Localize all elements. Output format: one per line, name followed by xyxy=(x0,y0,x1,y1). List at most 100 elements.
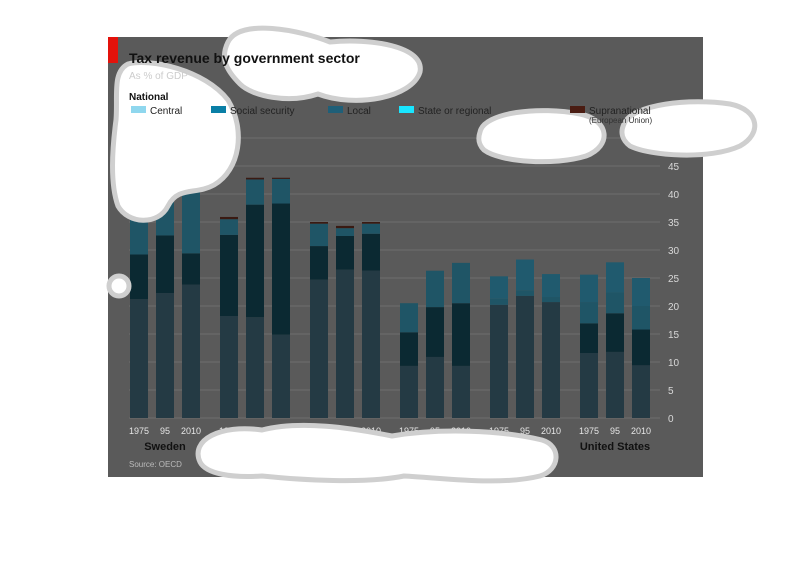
bar-segment xyxy=(310,246,328,280)
legend-label-local: Local xyxy=(347,106,371,117)
group-label: United States xyxy=(580,441,650,453)
bar-segment xyxy=(606,292,624,314)
bar-segment xyxy=(632,278,650,306)
x-tick-label: 1975 xyxy=(579,426,599,436)
bar-segment xyxy=(516,290,534,296)
y-tick-label: 10 xyxy=(668,358,680,369)
bar-segment xyxy=(272,178,290,204)
chart-subtitle: As % of GDP xyxy=(129,71,188,82)
overlay-blob-mid-right xyxy=(476,108,607,165)
bar-segment xyxy=(542,274,560,298)
bar-segment xyxy=(606,262,624,293)
overlay-blob-right xyxy=(619,99,758,158)
y-tick-label: 15 xyxy=(668,330,680,341)
y-tick-label: 45 xyxy=(668,162,680,173)
bar-segment xyxy=(220,219,238,235)
bar-segment xyxy=(452,365,470,418)
legend-swatch-central xyxy=(131,106,146,113)
x-tick-label: 95 xyxy=(160,426,170,436)
bar-segment xyxy=(246,317,264,418)
bar-segment xyxy=(632,306,650,330)
bar-segment xyxy=(182,183,200,254)
overlay-blob-bottom xyxy=(195,422,559,484)
y-tick-label: 30 xyxy=(668,246,680,257)
bar-segment xyxy=(220,316,238,418)
bar-segment xyxy=(336,228,354,236)
bar-segment xyxy=(426,307,444,357)
bar-segment xyxy=(400,332,418,366)
bar-segment xyxy=(272,334,290,418)
legend-label-state-regional: State or regional xyxy=(418,106,492,117)
y-tick-label: 35 xyxy=(668,218,680,229)
bar-segment xyxy=(516,259,534,291)
x-tick-label: 95 xyxy=(610,426,620,436)
y-tick-label: 25 xyxy=(668,274,680,285)
y-tick-label: 0 xyxy=(668,414,674,425)
bar-segment xyxy=(362,270,380,418)
bar-segment xyxy=(542,302,560,418)
bar-segment xyxy=(246,179,264,205)
legend-swatch-state-regional xyxy=(399,106,414,113)
bar-segment xyxy=(130,215,148,255)
bar-segment xyxy=(580,353,598,418)
bar-segment xyxy=(336,236,354,270)
x-tick-label: 95 xyxy=(520,426,530,436)
bar-segment xyxy=(516,295,534,418)
overlay-blob-dot xyxy=(106,273,132,299)
x-tick-label: 2010 xyxy=(541,426,561,436)
bar-segment xyxy=(336,225,354,229)
bar-segment xyxy=(580,323,598,354)
bars xyxy=(130,150,650,418)
bar-segment xyxy=(246,204,264,318)
bar-segment xyxy=(310,222,328,224)
y-tick-label: 5 xyxy=(668,386,674,397)
bar-segment xyxy=(632,365,650,418)
bar-segment xyxy=(606,351,624,418)
legend-heading: National xyxy=(129,92,169,103)
bar-segment xyxy=(362,223,380,234)
bar-segment xyxy=(220,216,238,220)
x-tick-label: 2010 xyxy=(181,426,201,436)
bar-segment xyxy=(580,302,598,324)
brand-accent-bar xyxy=(108,37,118,63)
legend-label-central: Central xyxy=(150,106,183,117)
legend-item-local: Local xyxy=(328,106,371,117)
legend-label-supranational: Supranational xyxy=(589,106,651,117)
y-tick-label: 20 xyxy=(668,302,680,313)
bar-segment xyxy=(452,303,470,366)
bar-segment xyxy=(362,233,380,271)
bar-segment xyxy=(246,177,264,180)
bar-segment xyxy=(272,203,290,335)
bar-segment xyxy=(130,254,148,300)
bar-segment xyxy=(426,356,444,418)
bar-segment xyxy=(490,304,508,418)
bar-segment xyxy=(130,299,148,418)
bar-segment xyxy=(362,222,380,224)
x-tick-label: 2010 xyxy=(631,426,651,436)
source-note: Source: OECD xyxy=(129,460,182,469)
legend-swatch-supranational xyxy=(570,106,585,113)
legend-label-social-security: Social security xyxy=(230,106,295,117)
bar-segment xyxy=(336,269,354,418)
legend-sublabel-supranational: (European Union) xyxy=(589,116,653,125)
bar-segment xyxy=(310,223,328,247)
y-tick-label: 40 xyxy=(668,190,680,201)
bar-segment xyxy=(490,276,508,299)
bar-segment xyxy=(400,365,418,418)
bar-segment xyxy=(400,303,418,333)
bar-segment xyxy=(632,329,650,366)
bar-segment xyxy=(272,177,290,179)
bar-segment xyxy=(156,235,174,294)
bar-segment xyxy=(156,293,174,418)
x-tick-label: 1975 xyxy=(399,426,419,436)
bar-segment xyxy=(426,270,444,308)
overlay-blob-top xyxy=(222,25,423,103)
legend-item-central: Central xyxy=(131,106,182,117)
bar-segment xyxy=(606,313,624,352)
group-label: Sweden xyxy=(144,441,186,453)
overlay-blob-left xyxy=(110,60,241,223)
legend-item-social-security: Social security xyxy=(211,106,294,117)
bar-segment xyxy=(580,274,598,303)
legend-item-supranational: Supranational (European Union) xyxy=(570,106,652,125)
